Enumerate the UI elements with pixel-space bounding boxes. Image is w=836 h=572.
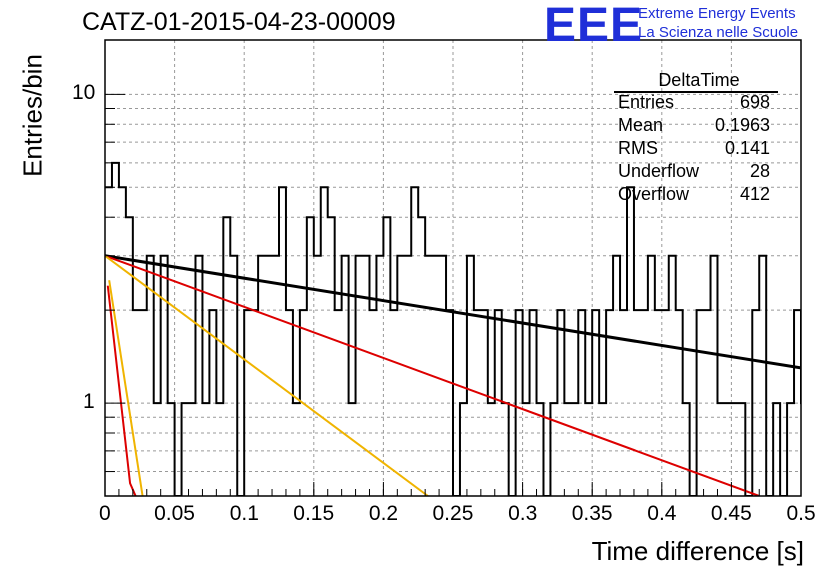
logo-line-2: La Scienza nelle Scuole xyxy=(638,24,799,41)
stats-key: Entries xyxy=(618,92,675,112)
y-tick-label: 1 xyxy=(83,390,95,414)
stats-value: 0.1963 xyxy=(714,115,770,135)
logo-line-1: Extreme Energy Events xyxy=(638,5,796,22)
stats-name: DeltaTime xyxy=(658,70,740,90)
x-tick-label: 0.5 xyxy=(786,502,816,525)
x-tick-label: 0 xyxy=(99,502,111,525)
stats-row: Mean 0.1963 xyxy=(614,115,784,138)
x-axis-label: Time difference [s] xyxy=(591,536,804,566)
stats-value: 0.141 xyxy=(724,138,770,158)
x-tick-label: 0.3 xyxy=(508,502,538,525)
x-tick-label: 0.1 xyxy=(229,502,259,525)
fit-curve xyxy=(108,280,144,496)
fit-curve xyxy=(105,254,760,496)
fit-curve xyxy=(105,254,429,496)
x-tick-label: 0.05 xyxy=(154,502,195,525)
stats-key: RMS xyxy=(618,138,658,158)
x-tick-label: 0.4 xyxy=(647,502,677,525)
stats-box: DeltaTime Entries 698 Mean 0.1963 RMS 0.141… xyxy=(614,70,784,207)
stats-value: 28 xyxy=(749,161,770,181)
eee-logo: EEE xyxy=(544,0,644,52)
stats-value: 412 xyxy=(739,184,770,204)
x-tick-label: 0.45 xyxy=(710,502,752,525)
x-tick-label: 0.2 xyxy=(368,502,399,525)
stats-row: Underflow 28 xyxy=(614,161,784,184)
fit-curve xyxy=(106,285,137,496)
fit-curve xyxy=(105,254,801,370)
x-tick-label: 0.25 xyxy=(432,502,474,525)
stats-row: Entries 698 xyxy=(614,92,784,115)
stats-key: Overflow xyxy=(618,184,690,204)
y-axis-label: Entries/bin xyxy=(17,54,48,177)
stats-value: 698 xyxy=(739,92,770,112)
x-tick-label: 0.15 xyxy=(293,502,335,525)
histogram xyxy=(105,161,801,496)
stats-key: Underflow xyxy=(618,161,700,181)
chart-title: CATZ-01-2015-04-23-00009 xyxy=(82,8,396,36)
x-tick-label: 0.35 xyxy=(571,502,613,525)
y-tick-label: 10 xyxy=(72,81,96,105)
stats-row: RMS 0.141 xyxy=(614,138,784,161)
stats-key: Mean xyxy=(618,115,664,135)
stats-row: Overflow 412 xyxy=(614,184,784,207)
eee-logo-caption: Extreme Energy Events La Scienza nelle S… xyxy=(638,4,798,42)
